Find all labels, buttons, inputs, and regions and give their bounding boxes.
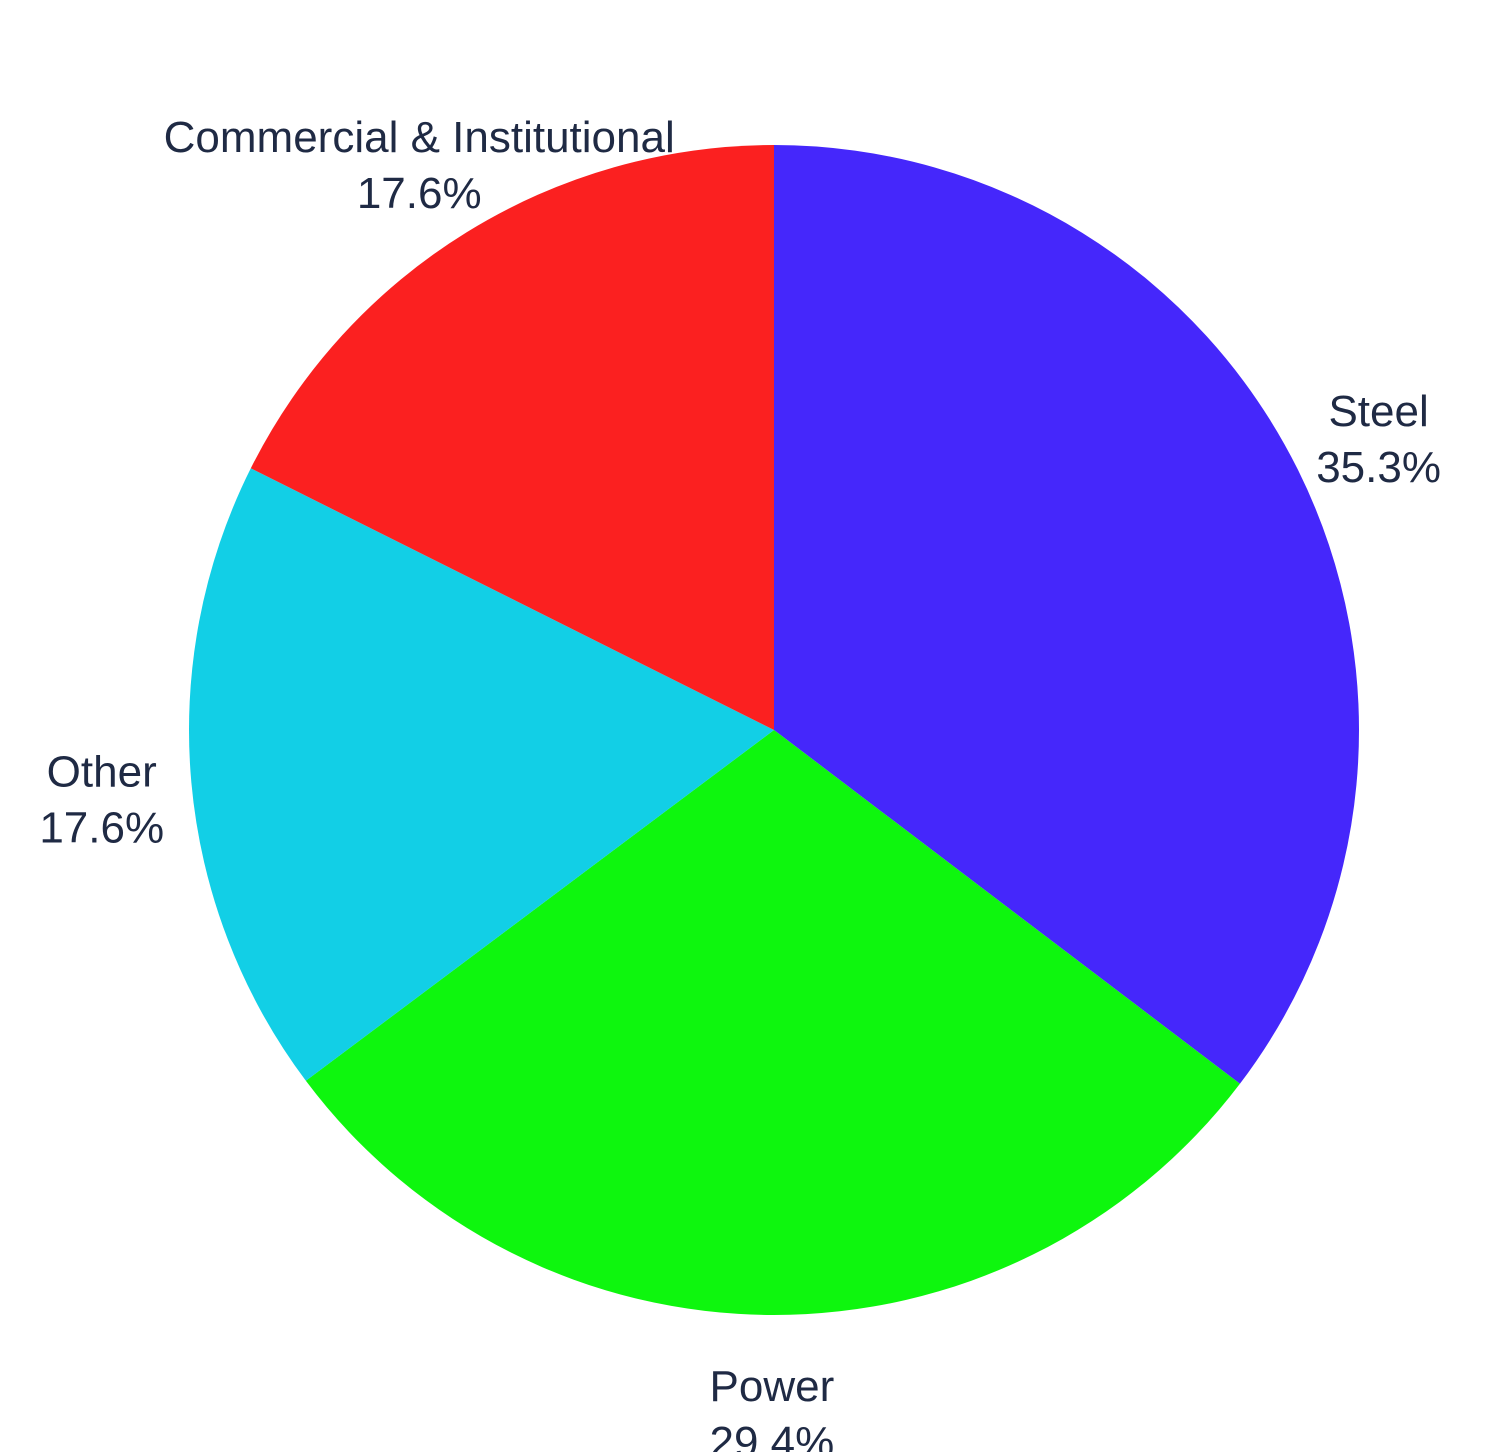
slice-label-percent: 35.3% — [1316, 443, 1441, 492]
slice-label-percent: 17.6% — [357, 169, 482, 218]
slice-label-commercial-institutional: Commercial & Institutional 17.6% — [164, 113, 675, 218]
slice-label-power: Power 29.4% — [710, 1362, 835, 1452]
slice-label-name: Steel — [1328, 387, 1428, 436]
pie-slices — [188, 145, 1360, 1316]
pie-slice-power — [305, 730, 1240, 1316]
slice-label-steel: Steel 35.3% — [1316, 387, 1441, 492]
slice-label-percent: 29.4% — [710, 1418, 835, 1452]
pie-slice-commercial-institutional — [250, 145, 774, 730]
slice-label-other: Other 17.6% — [39, 747, 164, 852]
slice-label-name: Other — [47, 747, 157, 796]
pie-slice-other — [188, 468, 775, 1081]
pie-labels: Steel 35.3%Power 29.4%Other 17.6%Commercial… — [39, 113, 1441, 1452]
slice-label-name: Power — [710, 1362, 835, 1411]
slice-label-name: Commercial & Institutional — [164, 113, 675, 162]
pie-slice-steel — [774, 145, 1360, 1084]
slice-label-percent: 17.6% — [39, 803, 164, 852]
